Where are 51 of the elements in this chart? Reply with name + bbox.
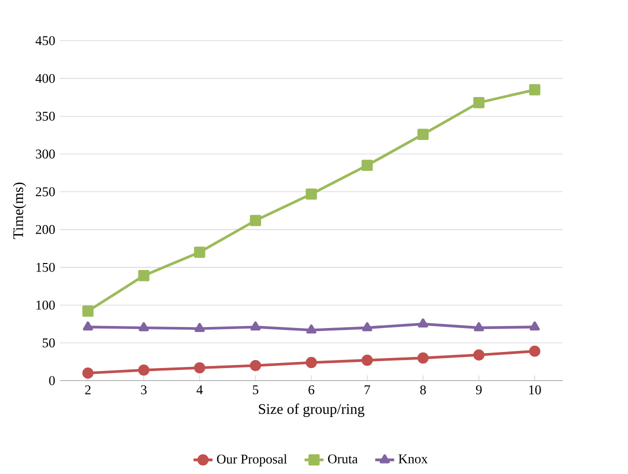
y-tick-label: 300 — [36, 149, 55, 158]
y-tick-label: 250 — [36, 187, 55, 196]
x-tick-label: 3 — [141, 385, 147, 394]
y-tick-label: 0 — [49, 376, 55, 386]
point — [529, 84, 540, 96]
point — [417, 352, 429, 364]
x-tick-label: 5 — [252, 385, 258, 394]
point — [138, 322, 149, 332]
point — [529, 346, 540, 357]
point — [250, 214, 262, 226]
point — [306, 188, 317, 200]
point — [306, 324, 316, 334]
point — [82, 306, 94, 317]
legend-label: Oruta — [328, 454, 358, 464]
point — [250, 360, 262, 372]
point — [138, 270, 150, 282]
x-tick-label: 9 — [476, 385, 482, 394]
y-tick-label: 150 — [36, 262, 55, 272]
y-tick-label: 400 — [36, 74, 55, 83]
point — [530, 321, 540, 330]
point — [306, 356, 317, 368]
x-tick-label: 10 — [529, 385, 541, 394]
point — [418, 318, 428, 328]
point — [194, 362, 206, 374]
point — [194, 246, 206, 258]
point — [417, 128, 429, 140]
point — [362, 354, 373, 366]
legend-label: Our Proposal — [217, 454, 287, 466]
y-tick-label: 100 — [36, 300, 55, 310]
point — [473, 97, 484, 108]
y-tick-label: 350 — [36, 112, 55, 121]
point — [474, 322, 484, 332]
point — [82, 321, 93, 330]
x-axis-title: Size of group/ring — [258, 404, 364, 417]
y-tick-label: 450 — [36, 36, 55, 46]
y-axis-title: Time(ms) — [12, 182, 26, 240]
y-tick-label: 200 — [36, 225, 55, 234]
x-tick-label: 7 — [364, 385, 370, 394]
point — [362, 160, 373, 171]
x-tick-label: 2 — [85, 385, 91, 394]
point — [250, 321, 261, 330]
point — [362, 322, 372, 332]
x-tick-label: 8 — [420, 385, 426, 394]
x-tick-label: 4 — [196, 385, 203, 394]
y-tick-label: 50 — [42, 338, 55, 348]
x-tick-label: 6 — [308, 385, 314, 394]
point — [473, 349, 484, 361]
legend-label: Knox — [398, 454, 428, 464]
point — [138, 364, 150, 376]
point — [82, 367, 94, 379]
point — [194, 322, 205, 332]
